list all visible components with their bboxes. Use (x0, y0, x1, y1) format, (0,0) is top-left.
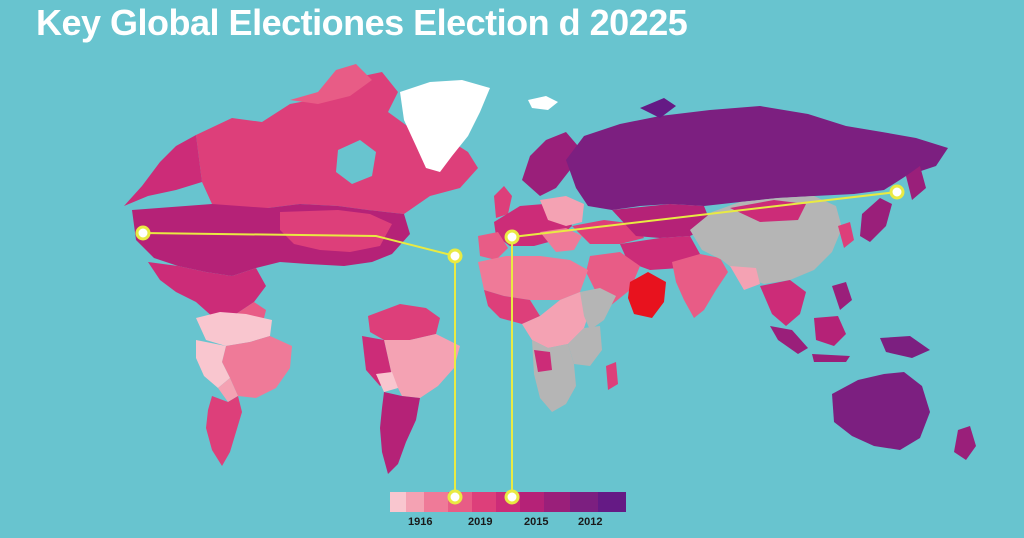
legend-swatch-3 (424, 492, 448, 512)
north-africa[interactable] (478, 256, 588, 300)
horn-of-africa[interactable] (580, 288, 616, 330)
kamchatka[interactable] (906, 166, 926, 200)
uk-region[interactable] (494, 186, 512, 218)
north-america-west-marker[interactable] (135, 225, 151, 241)
balkans[interactable] (540, 228, 582, 252)
iberia[interactable] (478, 232, 508, 260)
novaya-zemlya[interactable] (640, 98, 676, 118)
sa2-bolivia[interactable] (376, 372, 398, 392)
sa2-brazil[interactable] (384, 334, 460, 398)
map-title: Key Global Electiones Election d 20225 (36, 2, 688, 43)
china-region[interactable] (690, 196, 842, 284)
sumatra[interactable] (770, 326, 808, 354)
southeast-asia[interactable] (760, 280, 806, 326)
greenland[interactable] (400, 80, 490, 172)
borneo[interactable] (814, 316, 846, 346)
legend-label-4: 2012 (578, 516, 603, 528)
new-guinea[interactable] (880, 336, 930, 358)
legend-swatch-7 (520, 492, 544, 512)
central-africa[interactable] (522, 292, 592, 348)
mexico-region[interactable] (148, 262, 266, 318)
legend-labels: 1916 2019 2015 2012 (390, 516, 626, 532)
legend-swatch-1 (390, 492, 406, 512)
legend-swatch-2 (406, 492, 424, 512)
australia[interactable] (832, 372, 930, 450)
legend-swatch-9 (570, 492, 598, 512)
brazil-region[interactable] (222, 336, 292, 398)
oman-highlight[interactable] (628, 272, 666, 318)
madagascar[interactable] (606, 362, 618, 390)
atlantic-marker[interactable] (447, 248, 463, 264)
scandinavia[interactable] (522, 132, 578, 196)
legend-swatch-5 (472, 492, 496, 512)
legend-swatch-10 (598, 492, 626, 512)
south-america (196, 312, 292, 466)
sa2-north[interactable] (368, 304, 440, 340)
angola-region[interactable] (534, 350, 552, 372)
russia-main[interactable] (566, 106, 948, 210)
philippines[interactable] (832, 282, 852, 310)
java[interactable] (812, 354, 850, 362)
peru-region[interactable] (196, 340, 230, 388)
korea[interactable] (838, 222, 854, 248)
canada-region[interactable] (196, 72, 478, 214)
south-america-duplicate (362, 304, 460, 474)
central-europe[interactable] (540, 196, 584, 226)
election-markers (135, 184, 905, 505)
alaska-region[interactable] (124, 135, 202, 206)
legend-swatch-8 (544, 492, 570, 512)
canada-islands[interactable] (290, 64, 372, 104)
europe-marker[interactable] (504, 229, 520, 245)
sa2-argentina[interactable] (380, 392, 420, 474)
europe (478, 132, 584, 260)
indonesia (770, 316, 930, 362)
legend-label-2: 2019 (468, 516, 493, 528)
japan-region[interactable] (860, 198, 892, 242)
connector-west-to-atlantic (142, 232, 456, 257)
thailand-region[interactable] (730, 266, 760, 290)
iceland[interactable] (528, 96, 558, 110)
legend-marker-2[interactable] (504, 489, 520, 505)
usa-east[interactable] (280, 210, 392, 252)
election-connectors (142, 191, 898, 497)
turkey-caucasus[interactable] (572, 220, 644, 244)
connector-europe-to-japan (511, 191, 898, 238)
asia (672, 196, 892, 326)
legend-label-1: 1916 (408, 516, 433, 528)
argentina-chile[interactable] (206, 396, 242, 466)
east-africa[interactable] (568, 326, 602, 366)
legend-marker-1[interactable] (447, 489, 463, 505)
colombia-venezuela[interactable] (196, 312, 272, 346)
central-asia[interactable] (612, 204, 712, 238)
russia (566, 98, 948, 210)
japan-marker[interactable] (889, 184, 905, 200)
new-zealand[interactable] (954, 426, 976, 460)
legend-label-3: 2015 (524, 516, 549, 528)
india-region[interactable] (672, 254, 728, 318)
bolivia-region[interactable] (218, 378, 238, 402)
hudson-bay (336, 140, 376, 184)
